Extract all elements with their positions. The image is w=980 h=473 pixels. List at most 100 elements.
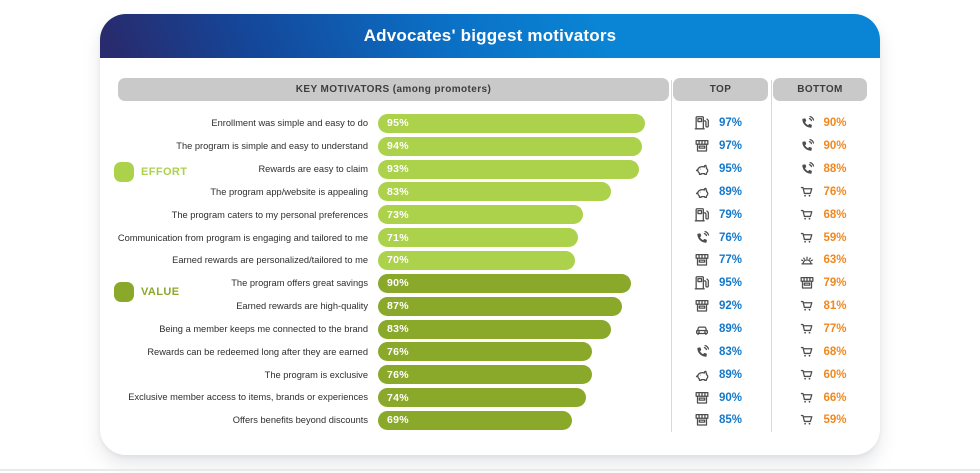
- phone-call-icon: [798, 137, 816, 155]
- motivator-label: Offers benefits beyond discounts: [232, 415, 368, 426]
- phone-call-icon: [693, 343, 711, 361]
- shopping-cart-icon: [798, 411, 816, 429]
- motivator-bar: 71%: [378, 228, 578, 248]
- top-cell: 95%: [671, 274, 771, 292]
- bar-cell: 83%: [368, 182, 671, 202]
- table-row: Rewards are easy to claim 93% 95% 88%: [100, 158, 880, 181]
- motivator-bar: 95%: [378, 113, 645, 133]
- table-row: The program is exclusive 76% 89% 60%: [100, 363, 880, 386]
- bar-percentage: 83%: [387, 323, 409, 336]
- bar-cell: 70%: [368, 250, 671, 270]
- motivator-label: Enrollment was simple and easy to do: [211, 118, 368, 129]
- bar-cell: 95%: [368, 113, 671, 133]
- motivators-card: Advocates' biggest motivators KEY MOTIVA…: [100, 14, 880, 455]
- shopping-cart-icon: [798, 206, 816, 224]
- top-cell: 83%: [671, 343, 771, 361]
- motivator-label: Being a member keeps me connected to the…: [159, 323, 368, 334]
- motivator-bar: 76%: [378, 342, 592, 362]
- bar-percentage: 76%: [387, 345, 409, 358]
- storefront-icon: [693, 411, 711, 429]
- page-title: Advocates' biggest motivators: [363, 26, 617, 45]
- shopping-cart-icon: [798, 343, 816, 361]
- bar-cell: 93%: [368, 159, 671, 179]
- top-cell: 95%: [671, 160, 771, 178]
- motivator-label: Communication from program is engaging a…: [117, 232, 368, 243]
- bar-percentage: 71%: [387, 231, 409, 244]
- top-percentage: 97%: [719, 140, 743, 153]
- top-cell: 76%: [671, 229, 771, 247]
- top-percentage: 76%: [719, 231, 743, 244]
- bottom-cell: 68%: [771, 206, 880, 224]
- bottom-cell: 77%: [771, 320, 880, 338]
- top-cell: 97%: [671, 114, 771, 132]
- value-color-swatch: [114, 282, 134, 302]
- table-row: The program is simple and easy to unders…: [100, 135, 880, 158]
- motivator-label: Earned rewards are high-quality: [236, 301, 368, 312]
- page-bottom-edge: [0, 469, 980, 471]
- table-header-row: KEY MOTIVATORS (among promoters) TOP BOT…: [100, 78, 880, 101]
- bottom-percentage: 77%: [823, 323, 847, 336]
- motivator-bar: 87%: [378, 296, 622, 316]
- motivator-bar: 90%: [378, 273, 631, 293]
- bar-cell: 83%: [368, 319, 671, 339]
- bar-cell: 69%: [368, 410, 671, 430]
- storefront-icon: [693, 297, 711, 315]
- bottom-percentage: 88%: [823, 163, 847, 176]
- bottom-cell: 81%: [771, 297, 880, 315]
- top-cell: 79%: [671, 206, 771, 224]
- bar-percentage: 76%: [387, 368, 409, 381]
- table-row: Communication from program is engaging a…: [100, 226, 880, 249]
- bar-percentage: 95%: [387, 117, 409, 130]
- motivator-label: Exclusive member access to items, brands…: [128, 392, 368, 403]
- bottom-percentage: 59%: [823, 414, 847, 427]
- motivator-label: Earned rewards are personalized/tailored…: [172, 255, 368, 266]
- bottom-cell: 76%: [771, 183, 880, 201]
- value-label: VALUE: [141, 286, 180, 298]
- motivator-bar: 93%: [378, 159, 639, 179]
- piggy-bank-icon: [693, 183, 711, 201]
- bar-cell: 71%: [368, 228, 671, 248]
- top-percentage: 89%: [719, 323, 743, 336]
- bar-cell: 90%: [368, 273, 671, 293]
- phone-call-icon: [693, 229, 711, 247]
- legend-value: VALUE: [114, 282, 179, 302]
- table-row: Exclusive member access to items, brands…: [100, 386, 880, 409]
- bottom-cell: 90%: [771, 137, 880, 155]
- motivator-bar: 76%: [378, 365, 592, 385]
- top-cell: 77%: [671, 251, 771, 269]
- table-row: The program app/website is appealing 83%…: [100, 181, 880, 204]
- bottom-percentage: 90%: [823, 117, 847, 130]
- top-percentage: 79%: [719, 208, 743, 221]
- bar-cell: 87%: [368, 296, 671, 316]
- bottom-percentage: 59%: [823, 231, 847, 244]
- motivator-label: The program is exclusive: [264, 369, 368, 380]
- top-percentage: 95%: [719, 277, 743, 290]
- bar-cell: 76%: [368, 365, 671, 385]
- bottom-cell: 90%: [771, 114, 880, 132]
- phone-call-icon: [798, 160, 816, 178]
- shopping-cart-icon: [798, 297, 816, 315]
- motivator-label: The program is simple and easy to unders…: [176, 141, 368, 152]
- motivator-label: The program caters to my personal prefer…: [171, 209, 368, 220]
- motivator-bar: 73%: [378, 205, 583, 225]
- motivator-bar: 83%: [378, 182, 611, 202]
- bar-percentage: 90%: [387, 277, 409, 290]
- bottom-cell: 68%: [771, 343, 880, 361]
- shopping-cart-icon: [798, 229, 816, 247]
- table-row: Enrollment was simple and easy to do 95%…: [100, 112, 880, 135]
- motivator-label: Rewards can be redeemed long after they …: [147, 346, 368, 357]
- motivator-bar: 94%: [378, 136, 642, 156]
- top-cell: 90%: [671, 389, 771, 407]
- column-header-top: TOP: [673, 78, 768, 101]
- bottom-cell: 60%: [771, 366, 880, 384]
- bar-percentage: 83%: [387, 185, 409, 198]
- top-percentage: 95%: [719, 163, 743, 176]
- shopping-cart-icon: [798, 320, 816, 338]
- bar-percentage: 69%: [387, 414, 409, 427]
- bottom-cell: 59%: [771, 411, 880, 429]
- shopping-cart-icon: [798, 389, 816, 407]
- car-icon: [693, 320, 711, 338]
- bar-percentage: 73%: [387, 208, 409, 221]
- bar-percentage: 94%: [387, 140, 409, 153]
- shopping-cart-icon: [798, 366, 816, 384]
